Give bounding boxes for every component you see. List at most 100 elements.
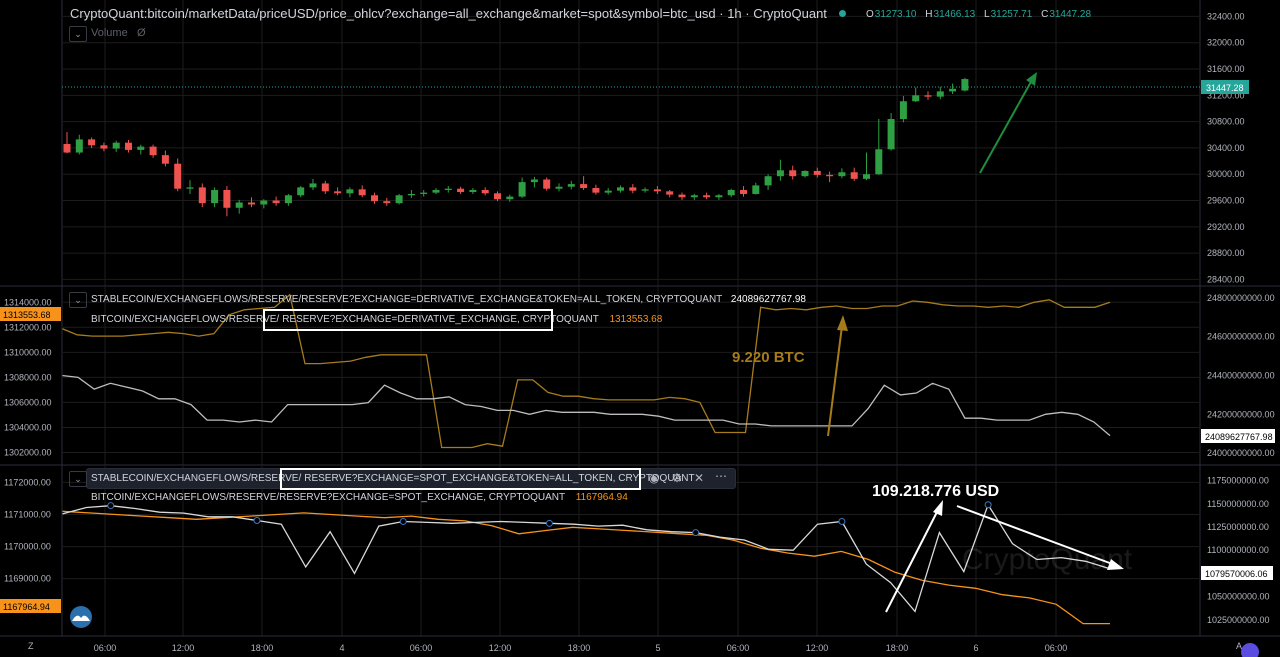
derivative-reserve-lines [61, 293, 1111, 449]
right-y-tick-label: 1150000000.00 [1207, 499, 1269, 509]
volume-label[interactable]: Volume [91, 27, 128, 39]
right-y-tick-label: 24400000000.00 [1207, 371, 1275, 381]
candle-body [567, 184, 575, 187]
y-tick-label: 32400.00 [1207, 11, 1245, 21]
candle-body [641, 189, 649, 191]
y-tick-label: 31200.00 [1207, 90, 1245, 100]
candle-body [690, 195, 698, 198]
right-y-tick-label: 1175000000.00 [1207, 476, 1269, 486]
left-y-tick-label: 1308000.00 [4, 372, 52, 382]
x-tick-label: 12:00 [172, 643, 195, 653]
left-y-tick-label: 1312000.00 [4, 322, 52, 332]
bot-right-tag: 1079570006.06 [1201, 566, 1273, 580]
candle-body [481, 190, 489, 194]
left-y-tick-label: 1306000.00 [4, 397, 52, 407]
price-axes[interactable]: 32400.00 32000.00 31600.00 31200.00 30800.00… [4, 11, 1275, 653]
candle-body [555, 186, 563, 189]
bot-legend-bitcoin[interactable]: BITCOIN/EXCHANGEFLOWS/RESERVE/RESERVE?EX… [91, 492, 628, 503]
candle-body [371, 195, 378, 202]
x-tick-label: 12:00 [489, 643, 512, 653]
highlight-box [263, 309, 553, 331]
left-y-tick-label: 1314000.00 [4, 297, 52, 307]
candle-body [629, 187, 637, 191]
left-y-tick-label: 1170000.00 [4, 542, 51, 552]
y-tick-label: 28400.00 [1207, 274, 1245, 284]
candle-body [875, 149, 883, 175]
candle-body [530, 179, 538, 183]
btc-jump-arrow [827, 315, 848, 437]
candle-body [161, 155, 169, 164]
candle-body [813, 170, 821, 175]
x-tick-label: 18:00 [886, 643, 909, 653]
candle-body [801, 170, 809, 177]
collapse-chevron-icon[interactable]: ⌄ [69, 471, 87, 487]
svg-text:1313553.68: 1313553.68 [3, 310, 51, 320]
candle-body [125, 142, 132, 150]
candle-body [186, 187, 194, 189]
candle-body [666, 191, 674, 195]
candle-body [752, 185, 760, 194]
series-point [107, 502, 115, 510]
series-point [399, 517, 407, 525]
more-icon[interactable]: ⋯ [715, 469, 727, 483]
candle-body [912, 95, 920, 102]
mid-legend-stablecoin[interactable]: STABLECOIN/EXCHANGEFLOWS/RESERVE/RESERVE… [91, 294, 806, 305]
left-y-tick-label: 1171000.00 [4, 510, 51, 520]
left-y-tick-label: 1304000.00 [4, 422, 52, 432]
series-point [545, 519, 553, 527]
candle-body [789, 170, 797, 177]
y-tick-label: 32000.00 [1207, 38, 1245, 48]
candle-body [395, 195, 403, 204]
candle-body [100, 145, 108, 149]
candle-body [899, 101, 907, 120]
a-label[interactable]: A [1236, 641, 1243, 651]
candle-body [63, 143, 71, 153]
candle-body [469, 190, 477, 192]
candle-body [420, 192, 428, 194]
series-line-bitcoin [61, 510, 1110, 625]
watermark: CryptoQuant [962, 543, 1133, 576]
candle-body [297, 187, 305, 196]
x-tick-label: 18:00 [568, 643, 591, 653]
candle-body [432, 190, 440, 193]
gear-icon[interactable]: ⚙ [671, 471, 683, 485]
candle-body [88, 139, 96, 146]
cryptoquant-logo-icon[interactable] [70, 606, 92, 628]
candle-body [924, 95, 932, 97]
candle-body [703, 195, 711, 198]
x-tick-label: 06:00 [1045, 643, 1068, 653]
candle-body [457, 188, 465, 192]
candle-body [284, 195, 292, 204]
candle-body [850, 172, 858, 179]
candle-body [223, 190, 231, 208]
candle-body [715, 195, 723, 198]
mid-legend-bitcoin[interactable]: BITCOIN/EXCHANGEFLOWS/RESERVE/RESERVE?EX… [91, 314, 663, 325]
a-badge-icon[interactable] [1241, 643, 1259, 657]
last-price-tag: 31447.28 [1201, 80, 1249, 94]
right-y-tick-label: 1125000000.00 [1207, 522, 1269, 532]
candlestick-series [63, 77, 969, 217]
close-icon[interactable]: ✕ [693, 471, 705, 485]
series-point [838, 517, 846, 525]
x-tick-label: 12:00 [806, 643, 829, 653]
candle-body [112, 142, 120, 149]
candle-body [358, 189, 366, 196]
right-y-tick-label: 24600000000.00 [1207, 332, 1275, 342]
collapse-chevron-icon[interactable]: ⌄ [69, 292, 87, 308]
main-series-title[interactable]: CryptoQuant:bitcoin/marketData/priceUSD/… [70, 6, 827, 21]
z-label[interactable]: Z [28, 641, 34, 651]
collapse-chevron-icon[interactable]: ⌄ [69, 26, 87, 42]
left-y-tick-label: 1169000.00 [4, 574, 51, 584]
eye-hidden-icon[interactable]: Ø [137, 27, 146, 39]
candle-body [604, 190, 612, 193]
series-point [984, 501, 992, 509]
candle-body [407, 193, 415, 196]
svg-text:1167964.94: 1167964.94 [3, 602, 50, 612]
candle-body [346, 189, 354, 194]
bot-legend-stablecoin[interactable]: STABLECOIN/EXCHANGEFLOWS/RESERVE/RESERVE… [91, 473, 695, 484]
candle-body [494, 193, 501, 200]
eye-icon[interactable]: ◉ [648, 471, 660, 485]
candle-body [678, 194, 686, 198]
candle-body [506, 196, 514, 200]
